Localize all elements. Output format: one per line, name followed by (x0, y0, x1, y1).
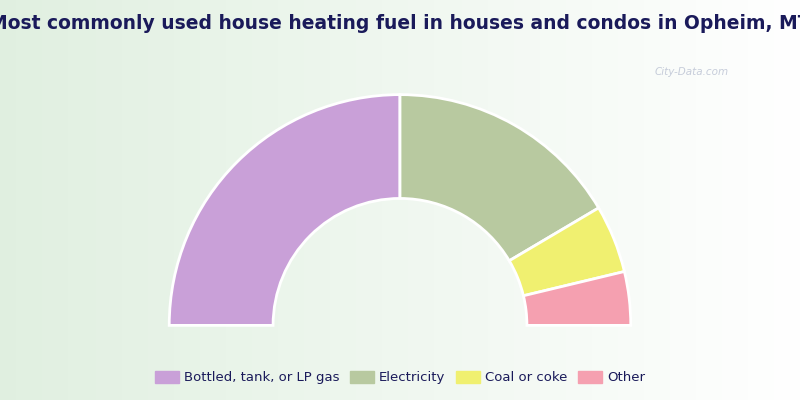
Wedge shape (523, 272, 630, 325)
Wedge shape (510, 208, 624, 296)
Wedge shape (400, 95, 598, 261)
Legend: Bottled, tank, or LP gas, Electricity, Coal or coke, Other: Bottled, tank, or LP gas, Electricity, C… (150, 366, 650, 390)
Wedge shape (170, 95, 400, 325)
Text: Most commonly used house heating fuel in houses and condos in Opheim, MT: Most commonly used house heating fuel in… (0, 14, 800, 33)
Text: City-Data.com: City-Data.com (655, 67, 729, 77)
